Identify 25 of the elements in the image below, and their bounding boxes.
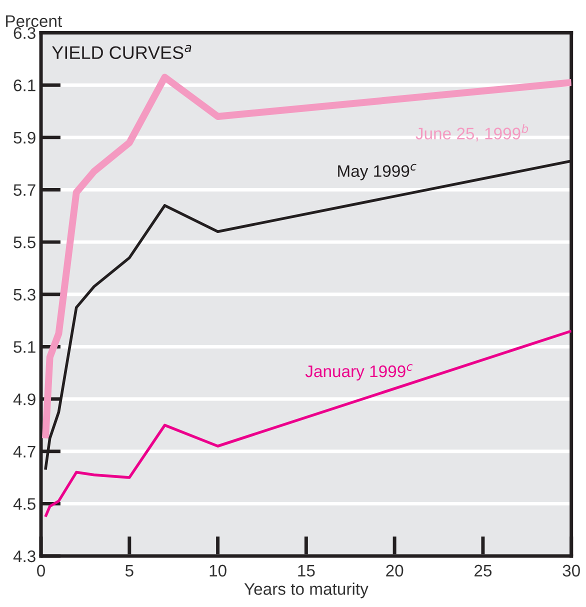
series-label: May 1999$^{c}$ (338, 164, 416, 180)
y-tick-label: 5.9 (14, 132, 36, 144)
y-tick-label: 6.1 (14, 80, 36, 92)
y-tick-label: 4.5 (13, 498, 36, 510)
series-label: January 1999$^{c}$ (305, 364, 413, 381)
series-label: June 25, 1999$^{b}$ (416, 124, 528, 142)
y-tick-label: 5.5 (14, 236, 36, 248)
y-tick-label: 5.7 (14, 184, 36, 196)
x-tick-label: 15 (298, 564, 315, 577)
annotation: YIELD CURVES$^{a}$ (52, 44, 192, 60)
x-axis-title: Years to maturity (244, 582, 368, 598)
x-tick-label: 10 (210, 564, 226, 577)
y-axis-title: Percent (6, 15, 62, 28)
x-tick-label: 20 (386, 564, 404, 577)
x-tick-label: 5 (125, 564, 134, 577)
line-series (44, 330, 572, 518)
x-tick-label: 30 (562, 564, 580, 577)
y-tick-label: 4.3 (13, 550, 36, 562)
x-tick-label: 0 (37, 564, 46, 577)
y-tick-label: 6.3 (14, 27, 36, 39)
y-tick-label: 4.9 (13, 393, 36, 406)
y-tick-label: 5.3 (14, 288, 36, 301)
x-tick-label: 25 (474, 564, 492, 577)
y-tick-label: 4.7 (13, 446, 36, 458)
y-tick-label: 5.1 (14, 341, 36, 353)
